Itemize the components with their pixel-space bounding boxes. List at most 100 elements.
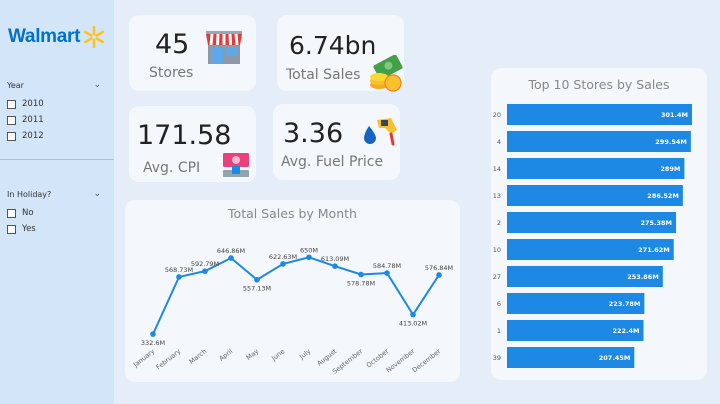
data-label: 332.6M <box>141 339 165 347</box>
bar[interactable] <box>507 212 677 233</box>
checkbox[interactable] <box>7 99 16 109</box>
bar-data-label: 271.62M <box>638 246 670 254</box>
y-tick-label: 14 <box>493 165 501 173</box>
checkbox[interactable] <box>7 208 16 218</box>
holiday-option-no[interactable]: No <box>7 205 107 221</box>
x-tick-label: July <box>297 347 312 361</box>
y-tick-label: 20 <box>493 111 501 119</box>
data-label: 622.63M <box>269 253 297 261</box>
data-point[interactable] <box>436 272 442 278</box>
holiday-slicer: In Holiday? ⌄ No Yes <box>7 189 107 237</box>
bar-data-label: 301.4M <box>661 111 688 119</box>
checkbox[interactable] <box>7 224 16 234</box>
kpi-value: 171.58 <box>137 120 232 151</box>
data-point[interactable] <box>410 311 416 318</box>
checkbox[interactable] <box>7 115 16 125</box>
x-tick-label: April <box>218 347 235 363</box>
top-stores-card: Top 10 Stores by Sales 20 301.4M 4 299.54M 1… <box>491 68 707 380</box>
chevron-down-icon[interactable]: ⌄ <box>93 80 101 90</box>
x-tick-label: December <box>411 347 443 374</box>
data-label: 613.09M <box>321 255 349 263</box>
data-label: 576.84M <box>425 264 453 272</box>
bar[interactable] <box>507 293 645 314</box>
bar[interactable] <box>507 266 663 287</box>
money-icon <box>370 55 403 92</box>
data-point[interactable] <box>280 261 286 267</box>
data-label: 578.78M <box>347 280 375 288</box>
x-tick-label: June <box>269 347 286 363</box>
data-point[interactable] <box>202 268 208 274</box>
x-tick-label: March <box>188 347 209 366</box>
y-tick-label: 27 <box>493 273 501 281</box>
data-label: 650M <box>300 246 318 254</box>
data-label: 557.13M <box>243 285 271 293</box>
x-tick-label: February <box>155 347 183 371</box>
spark-icon <box>84 26 105 48</box>
holiday-option-yes[interactable]: Yes <box>7 221 107 237</box>
y-tick-label: 13 <box>493 192 501 200</box>
option-label: 2011 <box>22 115 44 125</box>
sales-by-month-card: Total Sales by Month 332.6M January 568.73… <box>125 200 460 382</box>
holiday-slicer-header[interactable]: In Holiday? ⌄ <box>7 189 107 199</box>
sidebar: Walmart Year ⌄ 2010 2011 2012 In Holiday… <box>0 0 114 404</box>
bar[interactable] <box>507 239 674 260</box>
bar-data-label: 286.52M <box>647 192 679 200</box>
bar-data-label: 207.45M <box>599 354 631 362</box>
logo-text: Walmart <box>8 26 81 47</box>
year-slicer-header[interactable]: Year ⌄ <box>7 80 107 90</box>
kpi-card-total-sales: 6.74bn Total Sales <box>277 15 404 92</box>
top-stores-chart: 20 301.4M 4 299.54M 14 289M 13 286.52M 2 275.38M 1… <box>493 104 692 368</box>
data-label: 568.73M <box>165 266 193 274</box>
year-option-2011[interactable]: 2011 <box>7 112 107 128</box>
kpi-label: Avg. CPI <box>143 160 201 176</box>
kpi-label: Avg. Fuel Price <box>281 154 384 170</box>
checkbox[interactable] <box>7 131 16 141</box>
cash-icon <box>223 153 249 177</box>
bar-data-label: 223.78M <box>609 300 641 308</box>
data-label: 592.79M <box>191 260 219 268</box>
data-point[interactable] <box>306 254 312 261</box>
y-tick-label: 2 <box>497 219 501 227</box>
data-point[interactable] <box>254 276 260 283</box>
y-tick-label: 39 <box>493 354 501 362</box>
kpi-card-stores: 45 Stores <box>129 15 256 91</box>
bar-chart-title: Top 10 Stores by Sales <box>528 77 670 92</box>
kpi-value: 6.74bn <box>289 31 377 60</box>
bar[interactable] <box>507 185 683 206</box>
data-point[interactable] <box>384 270 390 276</box>
chevron-down-icon[interactable]: ⌄ <box>93 189 101 199</box>
bar-data-label: 299.54M <box>655 138 687 146</box>
data-label: 584.78M <box>373 262 401 270</box>
bar-data-label: 222.4M <box>612 327 639 335</box>
fuel-pump-icon <box>364 118 397 146</box>
data-point[interactable] <box>150 331 156 337</box>
bar-data-label: 275.38M <box>640 219 672 227</box>
x-tick-label: January <box>131 347 156 369</box>
sidebar-divider <box>0 159 114 160</box>
data-point[interactable] <box>176 274 182 280</box>
kpi-card-avg-cpi: 171.58 Avg. CPI <box>129 106 256 182</box>
bar[interactable] <box>507 320 644 341</box>
y-tick-label: 10 <box>493 246 501 254</box>
store-icon <box>206 31 242 64</box>
y-tick-label: 4 <box>497 138 501 146</box>
bar-data-label: 289M <box>660 165 680 173</box>
data-point[interactable] <box>332 263 338 269</box>
line-chart-title: Total Sales by Month <box>228 206 357 221</box>
kpi-value: 3.36 <box>283 118 344 149</box>
kpi-card-avg-fuel-price: 3.36 Avg. Fuel Price <box>273 104 400 180</box>
bar[interactable] <box>507 158 685 179</box>
year-option-2010[interactable]: 2010 <box>7 96 107 112</box>
year-option-2012[interactable]: 2012 <box>7 128 107 144</box>
data-label: 646.86M <box>217 247 245 255</box>
data-point[interactable] <box>228 255 234 261</box>
holiday-slicer-title: In Holiday? <box>7 189 52 199</box>
data-point[interactable] <box>358 271 364 278</box>
bar[interactable] <box>507 131 691 152</box>
option-label: 2010 <box>22 99 44 109</box>
option-label: Yes <box>22 224 36 234</box>
bar[interactable] <box>507 347 635 368</box>
y-tick-label: 1 <box>497 327 501 335</box>
bar[interactable] <box>507 104 692 125</box>
